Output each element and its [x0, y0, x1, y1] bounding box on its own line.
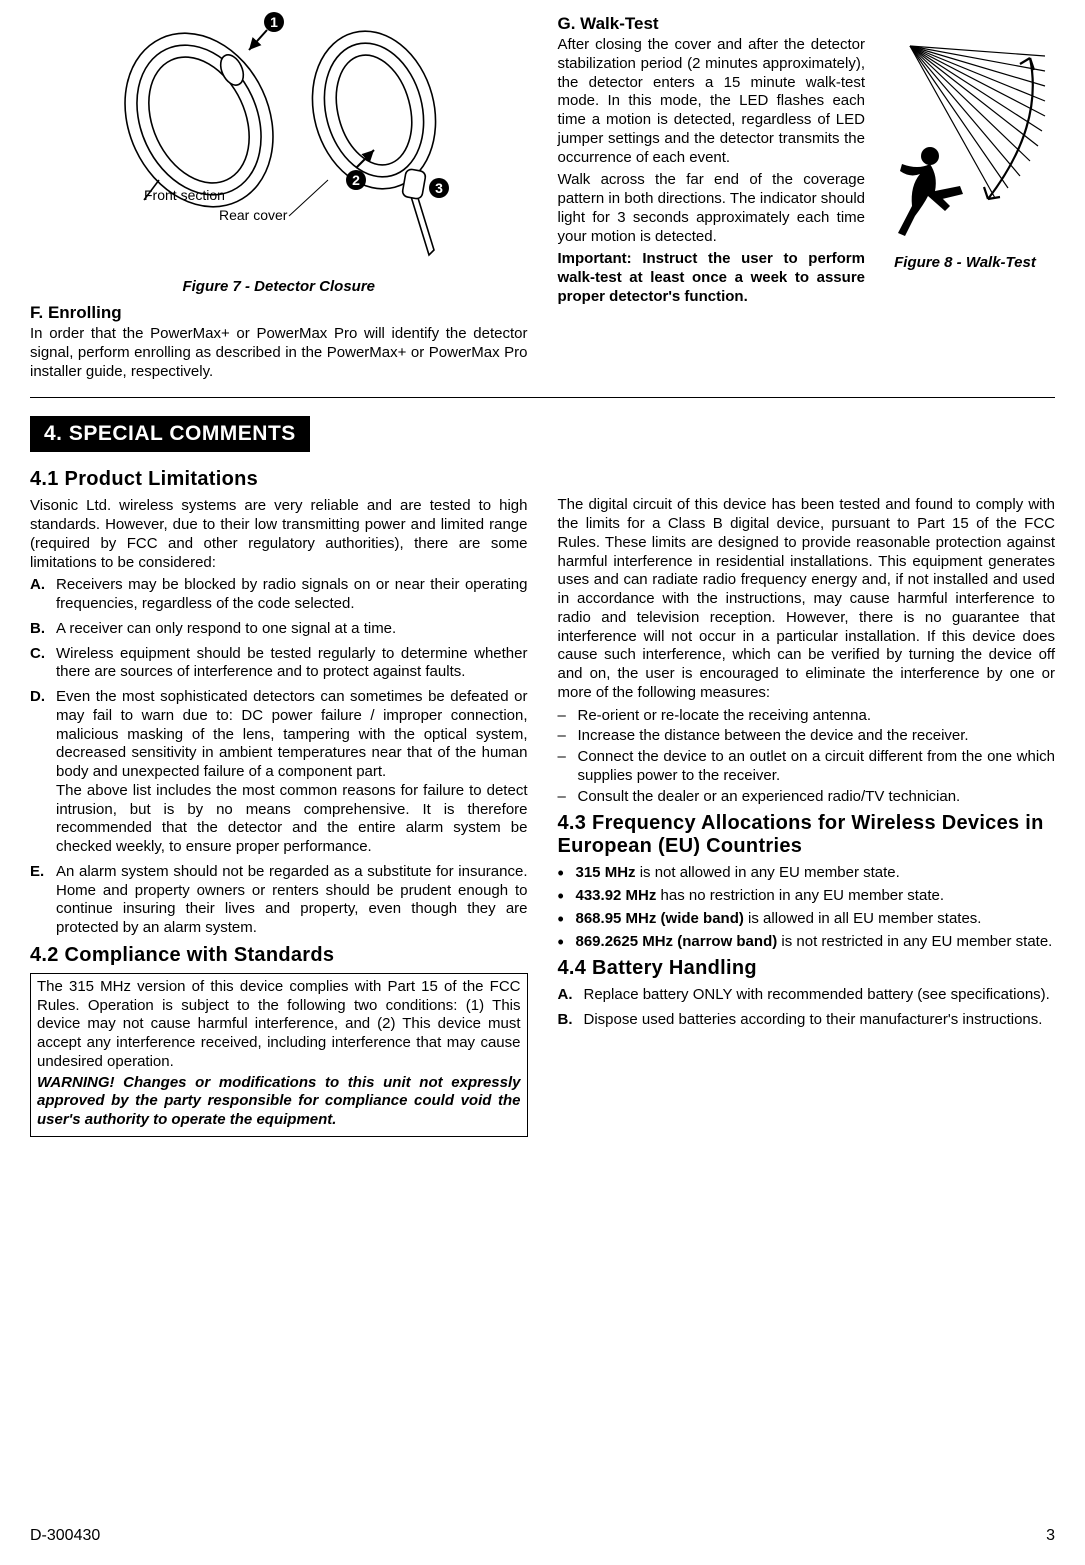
list-item: A.Receivers may be blocked by radio sign… — [30, 576, 528, 614]
doc-id: D-300430 — [30, 1527, 100, 1545]
list-item: •433.92 MHz has no restriction in any EU… — [558, 887, 1056, 906]
heading-F: F. Enrolling — [30, 303, 528, 323]
figure-8-svg — [880, 36, 1050, 246]
top-section: 1 2 3 Front section Rear cover — [30, 10, 1055, 385]
separator-line — [30, 397, 1055, 398]
list-item: –Connect the device to an outlet on a ci… — [558, 748, 1056, 786]
figure-7-svg: 1 2 3 Front section Rear cover — [84, 10, 474, 270]
callout-3: 3 — [435, 180, 443, 196]
list-item: B.Dispose used batteries according to th… — [558, 1011, 1056, 1030]
heading-4-3: 4.3 Frequency Allocations for Wireless D… — [558, 812, 1056, 858]
compliance-box: The 315 MHz version of this device compl… — [30, 973, 528, 1137]
figure-8: Figure 8 - Walk-Test — [875, 36, 1055, 271]
heading-4-4: 4.4 Battery Handling — [558, 957, 1056, 980]
page-footer: D-300430 3 — [30, 1527, 1055, 1545]
figure-8-caption: Figure 8 - Walk-Test — [875, 254, 1055, 271]
list-item: A.Replace battery ONLY with recommended … — [558, 986, 1056, 1005]
list-4-1: A.Receivers may be blocked by radio sign… — [30, 576, 528, 938]
section-4-banner: 4. SPECIAL COMMENTS — [30, 416, 310, 452]
list-item: D. Even the most sophisticated detectors… — [30, 688, 528, 857]
page-number: 3 — [1046, 1527, 1055, 1545]
list-item: B.A receiver can only respond to one sig… — [30, 620, 528, 639]
list-item: •315 MHz is not allowed in any EU member… — [558, 864, 1056, 883]
list-item: •869.2625 MHz (narrow band) is not restr… — [558, 933, 1056, 952]
list-item: C.Wireless equipment should be tested re… — [30, 645, 528, 683]
list-item: –Re-orient or re-locate the receiving an… — [558, 707, 1056, 726]
list-item: –Consult the dealer or an experienced ra… — [558, 788, 1056, 807]
section-4-left: 4.1 Product Limitations Visonic Ltd. wir… — [30, 462, 528, 1137]
paragraph-4-1-intro: Visonic Ltd. wireless systems are very r… — [30, 497, 528, 572]
compliance-p2: WARNING! Changes or modifications to thi… — [37, 1074, 521, 1130]
list-4-2-right: –Re-orient or re-locate the receiving an… — [558, 707, 1056, 807]
list-item: –Increase the distance between the devic… — [558, 727, 1056, 746]
heading-4-2: 4.2 Compliance with Standards — [30, 944, 528, 967]
list-4-4: A.Replace battery ONLY with recommended … — [558, 986, 1056, 1030]
section-4-body: 4.1 Product Limitations Visonic Ltd. wir… — [30, 462, 1055, 1137]
section-4-right: The digital circuit of this device has b… — [558, 462, 1056, 1137]
callout-2: 2 — [352, 172, 360, 188]
heading-G: G. Walk-Test — [558, 14, 1056, 34]
paragraph-4-2-right: The digital circuit of this device has b… — [558, 496, 1056, 702]
figure-7-caption: Figure 7 - Detector Closure — [30, 278, 528, 295]
heading-4-1: 4.1 Product Limitations — [30, 468, 528, 491]
list-item: E.An alarm system should not be regarded… — [30, 863, 528, 938]
paragraph-F-body: In order that the PowerMax+ or PowerMax … — [30, 325, 528, 381]
label-rear-cover: Rear cover — [219, 207, 288, 223]
figure-7: 1 2 3 Front section Rear cover — [30, 10, 528, 295]
list-item: •868.95 MHz (wide band) is allowed in al… — [558, 910, 1056, 929]
callout-1: 1 — [270, 14, 278, 30]
top-right-column: G. Walk-Test — [558, 10, 1056, 385]
label-front-section: Front section — [144, 187, 225, 203]
list-4-3: •315 MHz is not allowed in any EU member… — [558, 864, 1056, 951]
top-left-column: 1 2 3 Front section Rear cover — [30, 10, 528, 385]
compliance-p1: The 315 MHz version of this device compl… — [37, 978, 521, 1072]
